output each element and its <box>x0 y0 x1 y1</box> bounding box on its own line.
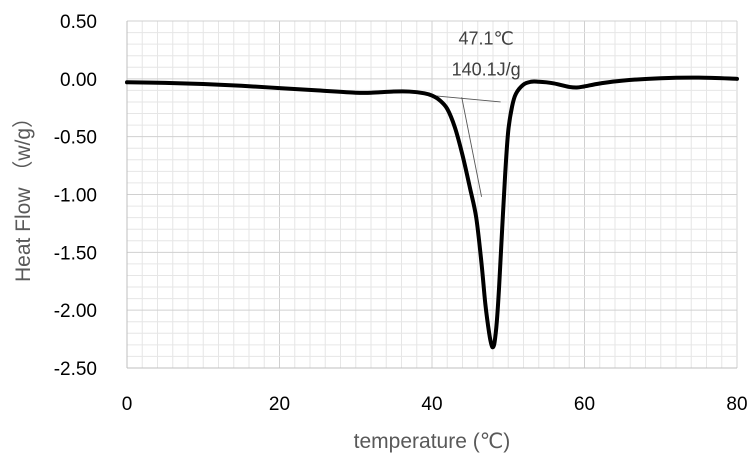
y-tick-label: -2.00 <box>54 301 97 322</box>
peak-annotation: 140.1J/g <box>452 60 521 80</box>
x-tick-label: 40 <box>421 394 442 415</box>
grid <box>126 20 738 369</box>
baseline-tangent-lines <box>431 95 501 197</box>
series <box>125 75 739 350</box>
peak-annotation: 47.1℃ <box>459 28 514 48</box>
x-tick-label: 20 <box>269 394 290 415</box>
construction-line <box>461 97 483 197</box>
peak-annotations: 47.1℃ 140.1J/g <box>452 28 521 79</box>
construction-line <box>431 95 501 103</box>
x-tick-label: 60 <box>574 394 595 415</box>
y-tick-label: -0.50 <box>54 128 97 149</box>
heat-flow-series-line <box>125 75 739 350</box>
x-tick-label: 80 <box>726 394 747 415</box>
x-axis-title: temperature (℃) <box>354 430 511 453</box>
y-tick-label: -2.50 <box>54 359 97 380</box>
axes <box>126 21 737 369</box>
y-tick-label: 0.00 <box>60 70 97 91</box>
x-tick-label: 0 <box>122 394 133 415</box>
y-tick-label: 0.50 <box>60 12 97 33</box>
tick-labels: 0 20 40 60 80 0.50 0.00 -0.50 -1.00 -1.50 -2.00 -2.… <box>54 12 748 415</box>
y-tick-label: -1.50 <box>54 243 97 264</box>
y-axis-title: Heat Flow （w/g） <box>12 107 35 282</box>
y-tick-label: -1.00 <box>54 186 97 207</box>
